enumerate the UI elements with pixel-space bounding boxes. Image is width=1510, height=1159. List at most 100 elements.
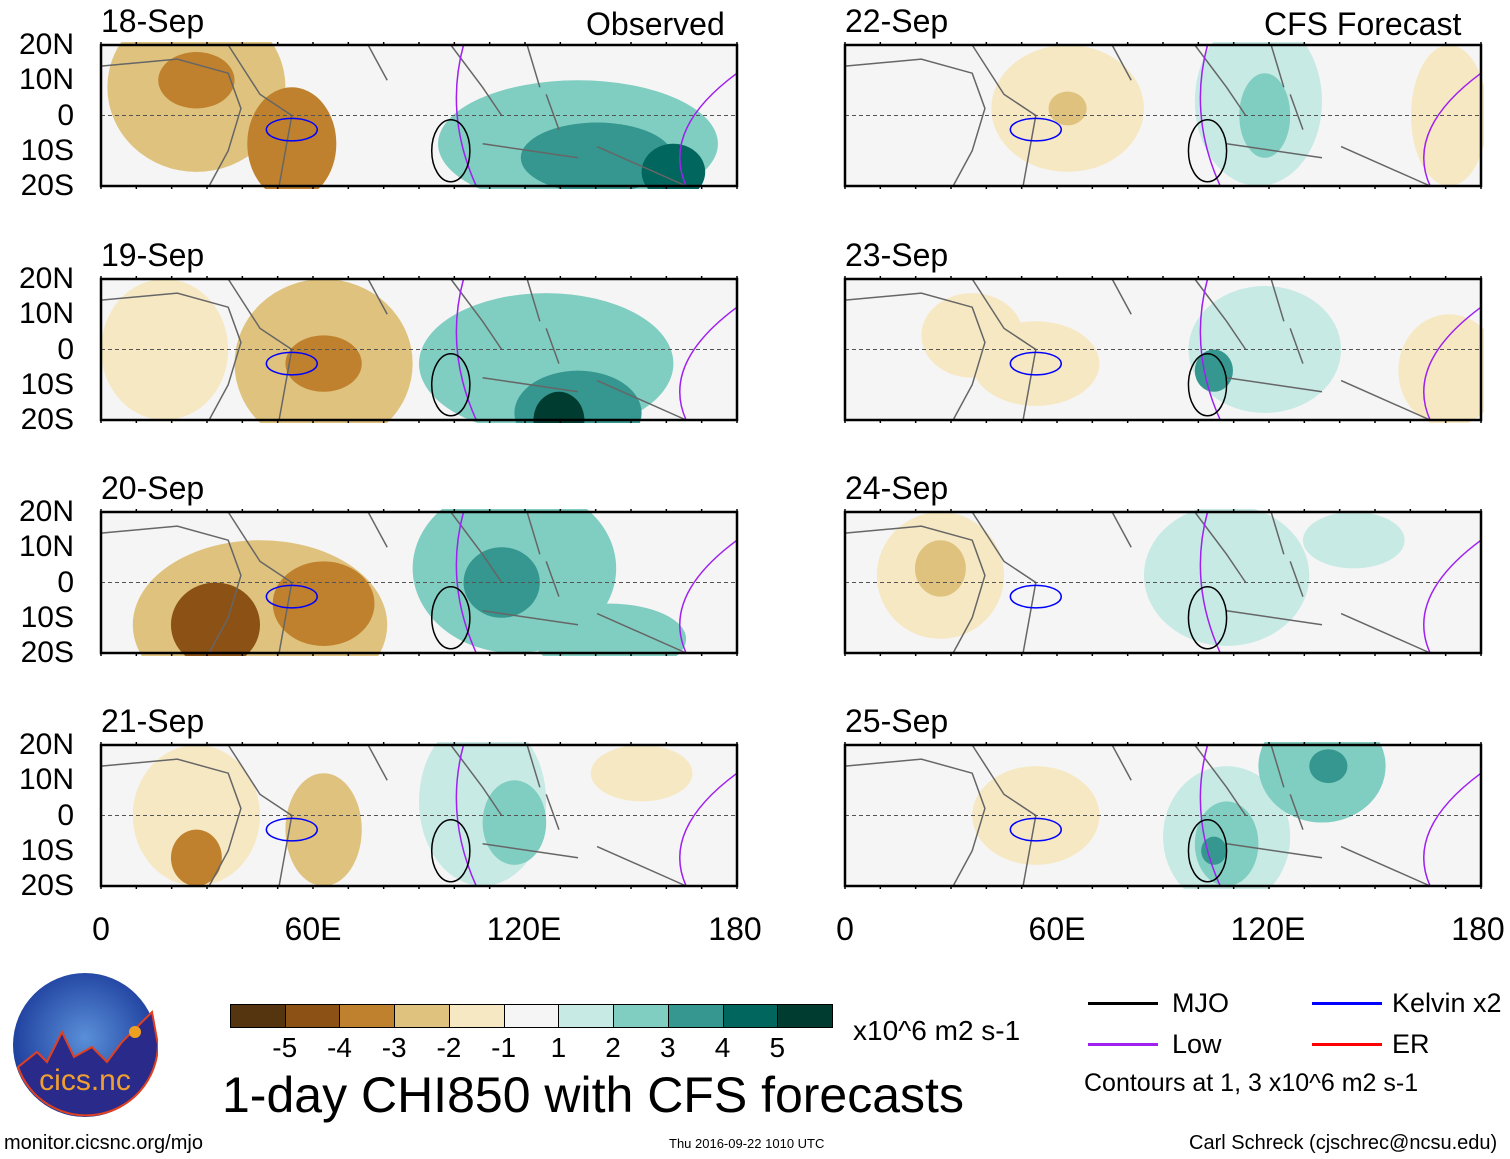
low-legend-line: [1088, 1043, 1158, 1046]
er-legend-label: ER: [1392, 1029, 1430, 1059]
lat-label: 10N: [18, 530, 74, 564]
lat-label: 0: [57, 98, 74, 132]
anomaly-shading: [1309, 749, 1348, 784]
low-contour: [679, 772, 738, 887]
anomaly-shading: [1194, 349, 1233, 392]
low-contour: [679, 539, 738, 654]
colorbar-swatch: [394, 1004, 450, 1028]
low-contour: [1423, 539, 1482, 654]
low-contour: [1199, 44, 1221, 187]
kelvin-contour: [1009, 117, 1062, 142]
anomaly-shading: [1239, 73, 1291, 158]
panel-date: 22-Sep: [845, 3, 949, 39]
low-contour: [1423, 306, 1482, 421]
colorbar-label: -1: [491, 1032, 517, 1063]
anomaly-shading: [1258, 742, 1386, 823]
coastline: [100, 511, 687, 654]
coastline: [844, 744, 1431, 887]
lat-label: 20N: [18, 262, 74, 295]
lat-label: 0: [57, 332, 74, 366]
kelvin-contour: [1009, 817, 1062, 842]
mjo-contour: [430, 352, 471, 417]
lat-label: 20N: [18, 728, 74, 761]
panel-date: 24-Sep: [845, 470, 949, 506]
colorbar-swatch: [722, 1004, 779, 1028]
anomaly-shading: [285, 773, 362, 886]
panel-date: 25-Sep: [845, 703, 949, 739]
lon-label: 120E: [1230, 911, 1306, 947]
mjo-contour: [1187, 352, 1228, 417]
coastline: [844, 511, 1431, 654]
panel-date: 20-Sep: [101, 470, 205, 506]
colorbar-units: x10^6 m2 s-1: [853, 1015, 1021, 1046]
kelvin-contour: [1009, 584, 1062, 609]
kelvin-legend-label: Kelvin x2: [1392, 988, 1502, 1018]
lat-label: 10S: [20, 133, 74, 167]
map-panel: [843, 276, 1484, 423]
anomaly-shading: [170, 829, 222, 886]
anomaly-shading: [247, 87, 337, 189]
anomaly-shading: [533, 391, 585, 423]
coastline: [844, 44, 1431, 187]
kelvin-legend-line: [1312, 1002, 1382, 1005]
colorbar-label: -5: [272, 1032, 298, 1063]
map-panel: [99, 276, 739, 423]
mjo-contour: [430, 585, 471, 650]
panel-date: 21-Sep: [101, 703, 205, 739]
low-contour: [679, 72, 738, 187]
lon-label: 0: [92, 911, 110, 947]
coastline: [100, 278, 687, 421]
colorbar-swatch: [777, 1004, 833, 1028]
cicsnc-logo: cics.nc: [13, 973, 158, 1117]
coastline: [100, 44, 687, 187]
lon-label: 60E: [284, 911, 342, 947]
footer-url[interactable]: monitor.cicsnc.org/mjo: [4, 1132, 203, 1154]
lon-label: 0: [836, 911, 854, 947]
lat-label: 20N: [18, 495, 74, 528]
low-contour: [455, 511, 477, 654]
colorbar-label: 3: [660, 1032, 676, 1063]
colorbar-label: -3: [381, 1032, 407, 1063]
colorbar-swatch: [667, 1004, 724, 1028]
contours-note: Contours at 1, 3 x10^6 m2 s-1: [1084, 1069, 1419, 1097]
svg-text:cics.nc: cics.nc: [39, 1064, 131, 1097]
low-legend-label: Low: [1172, 1029, 1222, 1059]
map-panel: [843, 509, 1483, 656]
colorbar-label: -2: [436, 1032, 462, 1063]
anomaly-shading: [641, 143, 706, 189]
anomaly-shading: [1201, 836, 1227, 865]
anomaly-shading: [520, 122, 674, 189]
map-panel: [99, 509, 739, 656]
lat-label: 20S: [20, 636, 74, 669]
low-contour: [455, 44, 477, 187]
lat-label: 20S: [20, 169, 74, 202]
coastline: [100, 744, 687, 887]
anomaly-shading: [482, 780, 547, 865]
colorbar-swatch: [339, 1004, 396, 1028]
map-panel: [843, 742, 1483, 889]
low-contour: [1423, 772, 1482, 887]
low-contour: [455, 278, 477, 421]
lat-label: 10S: [20, 367, 74, 401]
lon-label: 120E: [486, 911, 562, 947]
colorbar-swatch: [613, 1004, 669, 1028]
lat-label: 20S: [20, 403, 74, 436]
colorbar-swatch: [230, 1004, 286, 1028]
low-contour: [1199, 278, 1221, 421]
mjo-legend-line: [1088, 1002, 1158, 1005]
low-contour: [1423, 72, 1482, 187]
low-contour: [1199, 744, 1221, 887]
mjo-contour: [430, 818, 471, 883]
lon-label: 180: [708, 911, 762, 947]
panel-date: 18-Sep: [101, 3, 205, 39]
figure-title: 1-day CHI850 with CFS forecasts: [222, 1067, 964, 1123]
lat-label: 10N: [18, 763, 74, 797]
kelvin-contour: [265, 817, 318, 842]
colorbar-label: -4: [327, 1032, 352, 1063]
anomaly-shading: [1143, 509, 1310, 646]
colorbar-label: 2: [605, 1032, 621, 1063]
cfs-forecast-label: CFS Forecast: [1264, 6, 1462, 42]
anomaly-shading: [1302, 512, 1405, 569]
colorbar-swatch: [558, 1004, 615, 1028]
colorbar-label: 5: [769, 1032, 786, 1063]
